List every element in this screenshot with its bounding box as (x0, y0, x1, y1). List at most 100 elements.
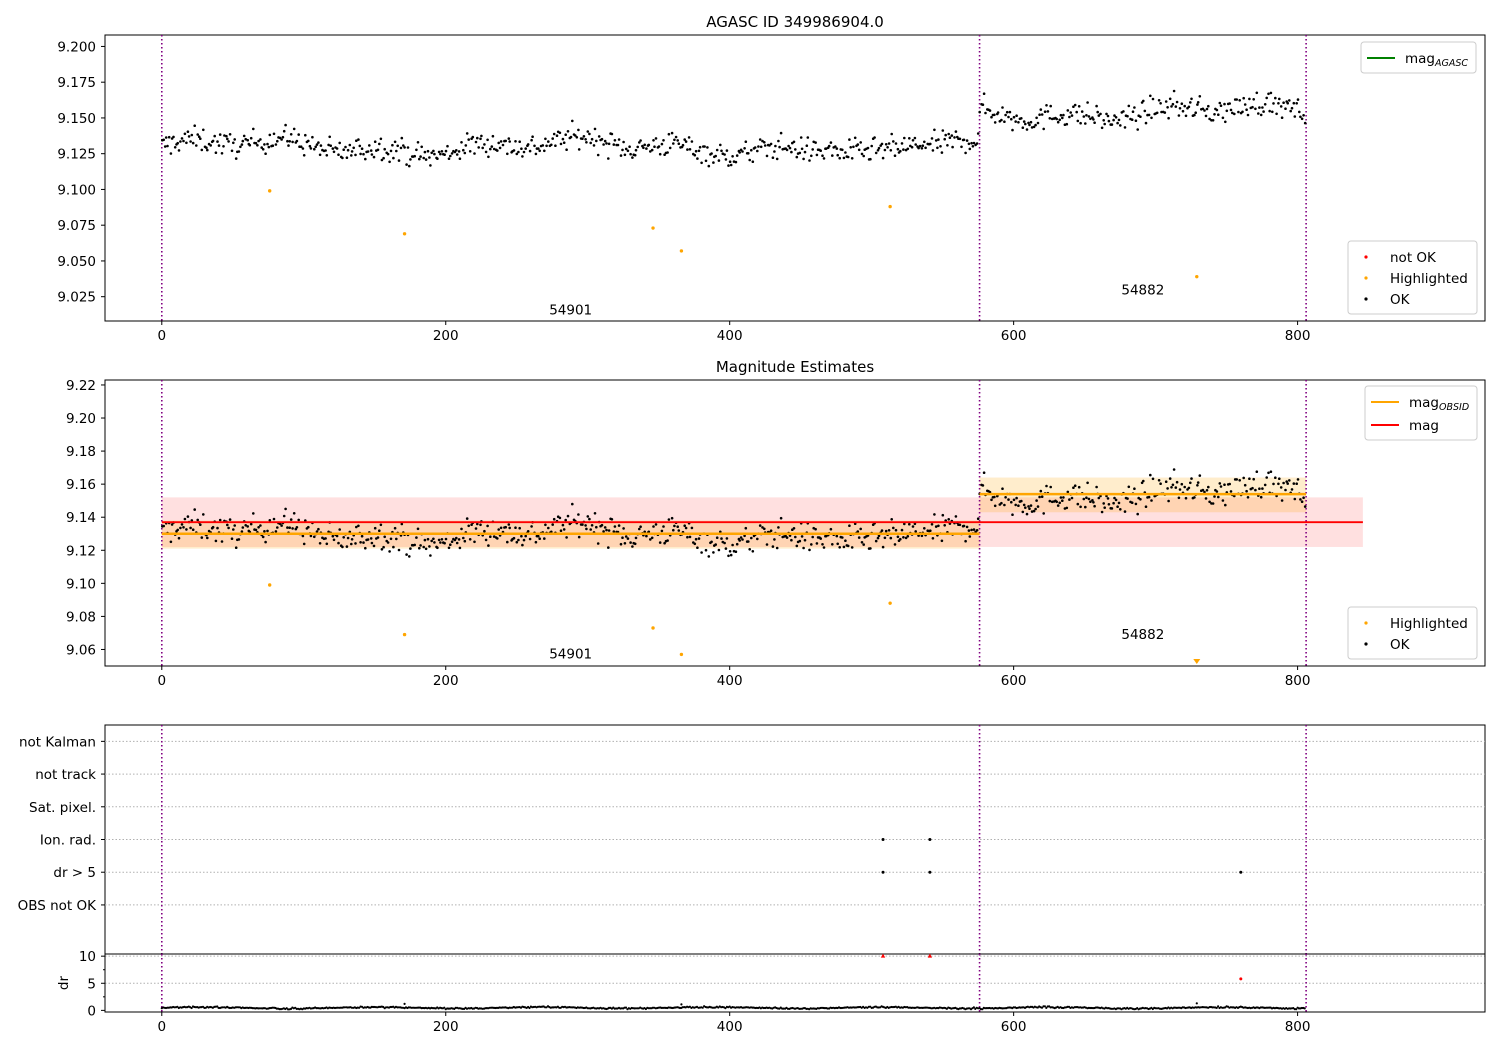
ok-point (906, 535, 910, 538)
ok-point (1147, 495, 1151, 499)
ok-point (690, 526, 694, 530)
ok-point (1086, 101, 1089, 104)
ok-point (881, 545, 885, 549)
ok-point (645, 534, 648, 538)
ok-point (429, 164, 432, 167)
ok-point (232, 528, 235, 531)
ok-point (1059, 113, 1063, 117)
ok-point (993, 121, 997, 124)
ok-point (1105, 494, 1108, 498)
ok-point (735, 154, 739, 157)
ok-point (190, 133, 194, 137)
ok-point (1056, 504, 1060, 507)
ok-point (470, 523, 473, 526)
ok-point (951, 145, 954, 149)
ok-point (595, 525, 598, 529)
ok-point (200, 148, 204, 152)
ok-point (499, 140, 503, 143)
ok-point (1298, 110, 1301, 114)
ok-point (753, 146, 757, 149)
ok-point (1296, 478, 1300, 481)
ok-point (710, 540, 713, 544)
ok-point (788, 146, 792, 150)
ok-point (284, 507, 287, 511)
ok-point (242, 134, 246, 138)
ok-point (432, 149, 435, 153)
y-tick-label: 9.06 (66, 642, 96, 658)
ok-point (778, 145, 781, 149)
ok-point (1224, 120, 1227, 124)
ok-point (1035, 499, 1038, 502)
ok-point (1144, 505, 1148, 509)
ok-point (530, 138, 533, 142)
ok-point (751, 550, 755, 553)
ok-point (1107, 503, 1111, 506)
ok-point (504, 139, 508, 143)
ok-point (624, 535, 628, 538)
ok-point (584, 524, 587, 527)
magnitude-estimates-panel: 9.06 9.08 9.10 9.12 9.14 9.16 9.18 9.20 9.22 0 200… (66, 378, 1486, 689)
ok-point (1034, 123, 1037, 127)
ok-point (234, 157, 238, 160)
ok-point (929, 142, 932, 146)
ok-point (1282, 101, 1285, 104)
ok-point (163, 145, 167, 148)
ok-point (623, 153, 627, 157)
ok-point (1133, 106, 1136, 109)
ok-point (1272, 102, 1275, 105)
ok-point (422, 156, 426, 160)
ok-point (734, 160, 738, 164)
ok-point (467, 524, 471, 528)
ok-point (1242, 476, 1245, 480)
ok-point (707, 164, 711, 168)
ok-point (1252, 98, 1255, 101)
ok-point (1042, 512, 1045, 515)
ok-point (170, 523, 174, 526)
ok-point (862, 154, 865, 158)
ok-point (714, 543, 717, 546)
ok-point (227, 526, 230, 530)
ok-point (383, 147, 387, 151)
ok-point (852, 145, 855, 149)
ok-point (1174, 486, 1178, 489)
ok-point (1068, 115, 1071, 119)
ok-point (1290, 488, 1294, 491)
legend-label: Highlighted (1390, 616, 1468, 632)
ok-point (803, 538, 807, 542)
ok-point (517, 538, 520, 542)
ok-point (911, 525, 915, 528)
ok-point (177, 536, 181, 540)
ok-point (206, 148, 209, 152)
ok-point (1087, 497, 1091, 501)
ok-point (564, 518, 567, 522)
ok-point (612, 143, 616, 146)
legend-marker (1364, 621, 1368, 625)
ok-point (860, 152, 864, 156)
ok-point (1288, 99, 1291, 102)
y-tick-label: 9.08 (66, 609, 96, 625)
ok-point (1292, 101, 1296, 105)
ok-point (413, 154, 417, 158)
ok-point (663, 541, 666, 545)
ok-point (220, 152, 224, 155)
ok-point (775, 546, 779, 550)
ok-point (1159, 482, 1162, 486)
ok-point (1012, 498, 1016, 502)
ok-point (1235, 98, 1238, 101)
ok-point (1058, 501, 1061, 505)
ok-point (684, 526, 688, 530)
ok-point (595, 139, 598, 143)
ok-point (658, 152, 662, 156)
ok-point (1255, 470, 1259, 474)
highlighted-point (679, 249, 684, 253)
ok-point (282, 514, 286, 518)
ok-point (292, 127, 296, 131)
legend-marker (1364, 642, 1368, 646)
ok-point (751, 160, 755, 163)
ok-point (1223, 483, 1226, 487)
ok-point (610, 518, 614, 521)
ok-point (619, 154, 623, 157)
ok-point (302, 542, 306, 546)
ok-point (965, 525, 969, 529)
ok-point (318, 153, 322, 157)
